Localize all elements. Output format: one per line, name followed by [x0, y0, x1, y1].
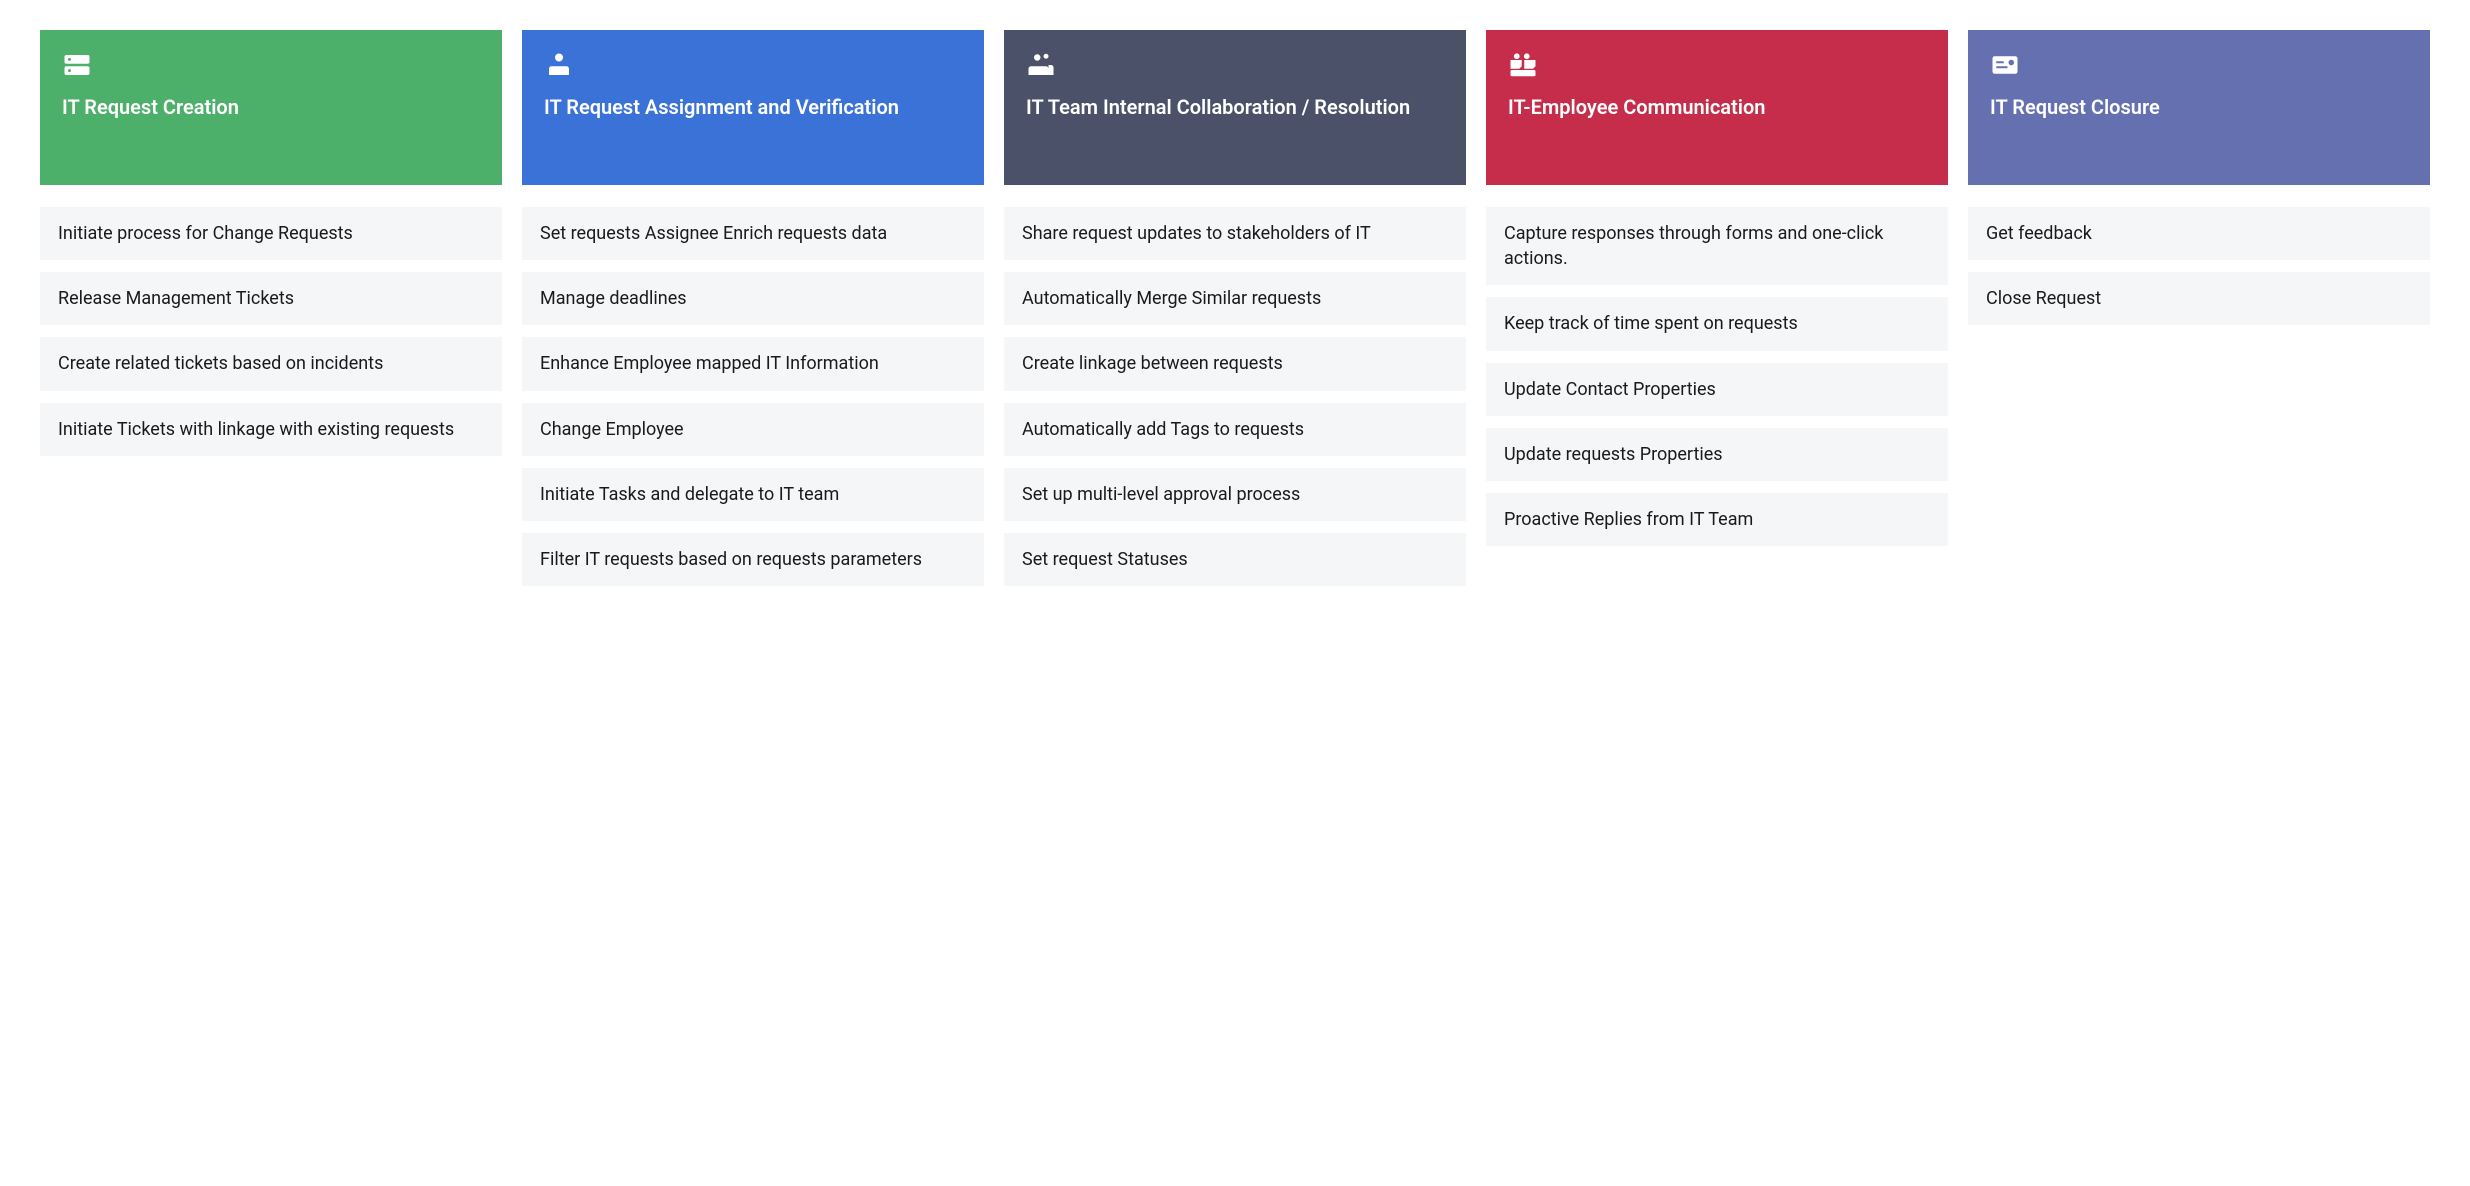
card: Automatically add Tags to requests — [1004, 403, 1466, 456]
column-header-closure: IT Request Closure — [1968, 30, 2430, 185]
column-closure: IT Request Closure Get feedback Close Re… — [1968, 30, 2430, 325]
column-title: IT-Employee Communication — [1508, 94, 1926, 121]
column-cards-assignment: Set requests Assignee Enrich requests da… — [522, 185, 984, 586]
card: Keep track of time spent on requests — [1486, 297, 1948, 350]
card: Enhance Employee mapped IT Information — [522, 337, 984, 390]
card: Manage deadlines — [522, 272, 984, 325]
column-header-collaboration: IT Team Internal Collaboration / Resolut… — [1004, 30, 1466, 185]
card: Change Employee — [522, 403, 984, 456]
column-assignment: IT Request Assignment and Verification S… — [522, 30, 984, 586]
column-title: IT Request Assignment and Verification — [544, 94, 962, 121]
card: Initiate Tickets with linkage with exist… — [40, 403, 502, 456]
card: Share request updates to stakeholders of… — [1004, 207, 1466, 260]
column-collaboration: IT Team Internal Collaboration / Resolut… — [1004, 30, 1466, 586]
card: Get feedback — [1968, 207, 2430, 260]
card: Automatically Merge Similar requests — [1004, 272, 1466, 325]
check-close-icon — [1990, 50, 2020, 80]
card: Filter IT requests based on requests par… — [522, 533, 984, 586]
column-title: IT Team Internal Collaboration / Resolut… — [1026, 94, 1444, 121]
column-header-assignment: IT Request Assignment and Verification — [522, 30, 984, 185]
card: Create linkage between requests — [1004, 337, 1466, 390]
column-cards-communication: Capture responses through forms and one-… — [1486, 185, 1948, 546]
card: Proactive Replies from IT Team — [1486, 493, 1948, 546]
chat-comm-icon — [1508, 50, 1538, 80]
card: Initiate Tasks and delegate to IT team — [522, 468, 984, 521]
card: Release Management Tickets — [40, 272, 502, 325]
process-board: IT Request Creation Initiate process for… — [40, 30, 2430, 586]
card: Close Request — [1968, 272, 2430, 325]
column-header-creation: IT Request Creation — [40, 30, 502, 185]
column-title: IT Request Creation — [62, 94, 480, 121]
card: Update Contact Properties — [1486, 363, 1948, 416]
team-collab-icon — [1026, 50, 1056, 80]
card: Set request Statuses — [1004, 533, 1466, 586]
card: Set up multi-level approval process — [1004, 468, 1466, 521]
server-list-icon — [62, 50, 92, 80]
card: Initiate process for Change Requests — [40, 207, 502, 260]
column-title: IT Request Closure — [1990, 94, 2408, 121]
column-cards-creation: Initiate process for Change Requests Rel… — [40, 185, 502, 456]
column-creation: IT Request Creation Initiate process for… — [40, 30, 502, 456]
card: Create related tickets based on incident… — [40, 337, 502, 390]
column-cards-closure: Get feedback Close Request — [1968, 185, 2430, 325]
card: Capture responses through forms and one-… — [1486, 207, 1948, 285]
column-communication: IT-Employee Communication Capture respon… — [1486, 30, 1948, 546]
card: Set requests Assignee Enrich requests da… — [522, 207, 984, 260]
column-header-communication: IT-Employee Communication — [1486, 30, 1948, 185]
user-assign-icon — [544, 50, 574, 80]
card: Update requests Properties — [1486, 428, 1948, 481]
column-cards-collaboration: Share request updates to stakeholders of… — [1004, 185, 1466, 586]
